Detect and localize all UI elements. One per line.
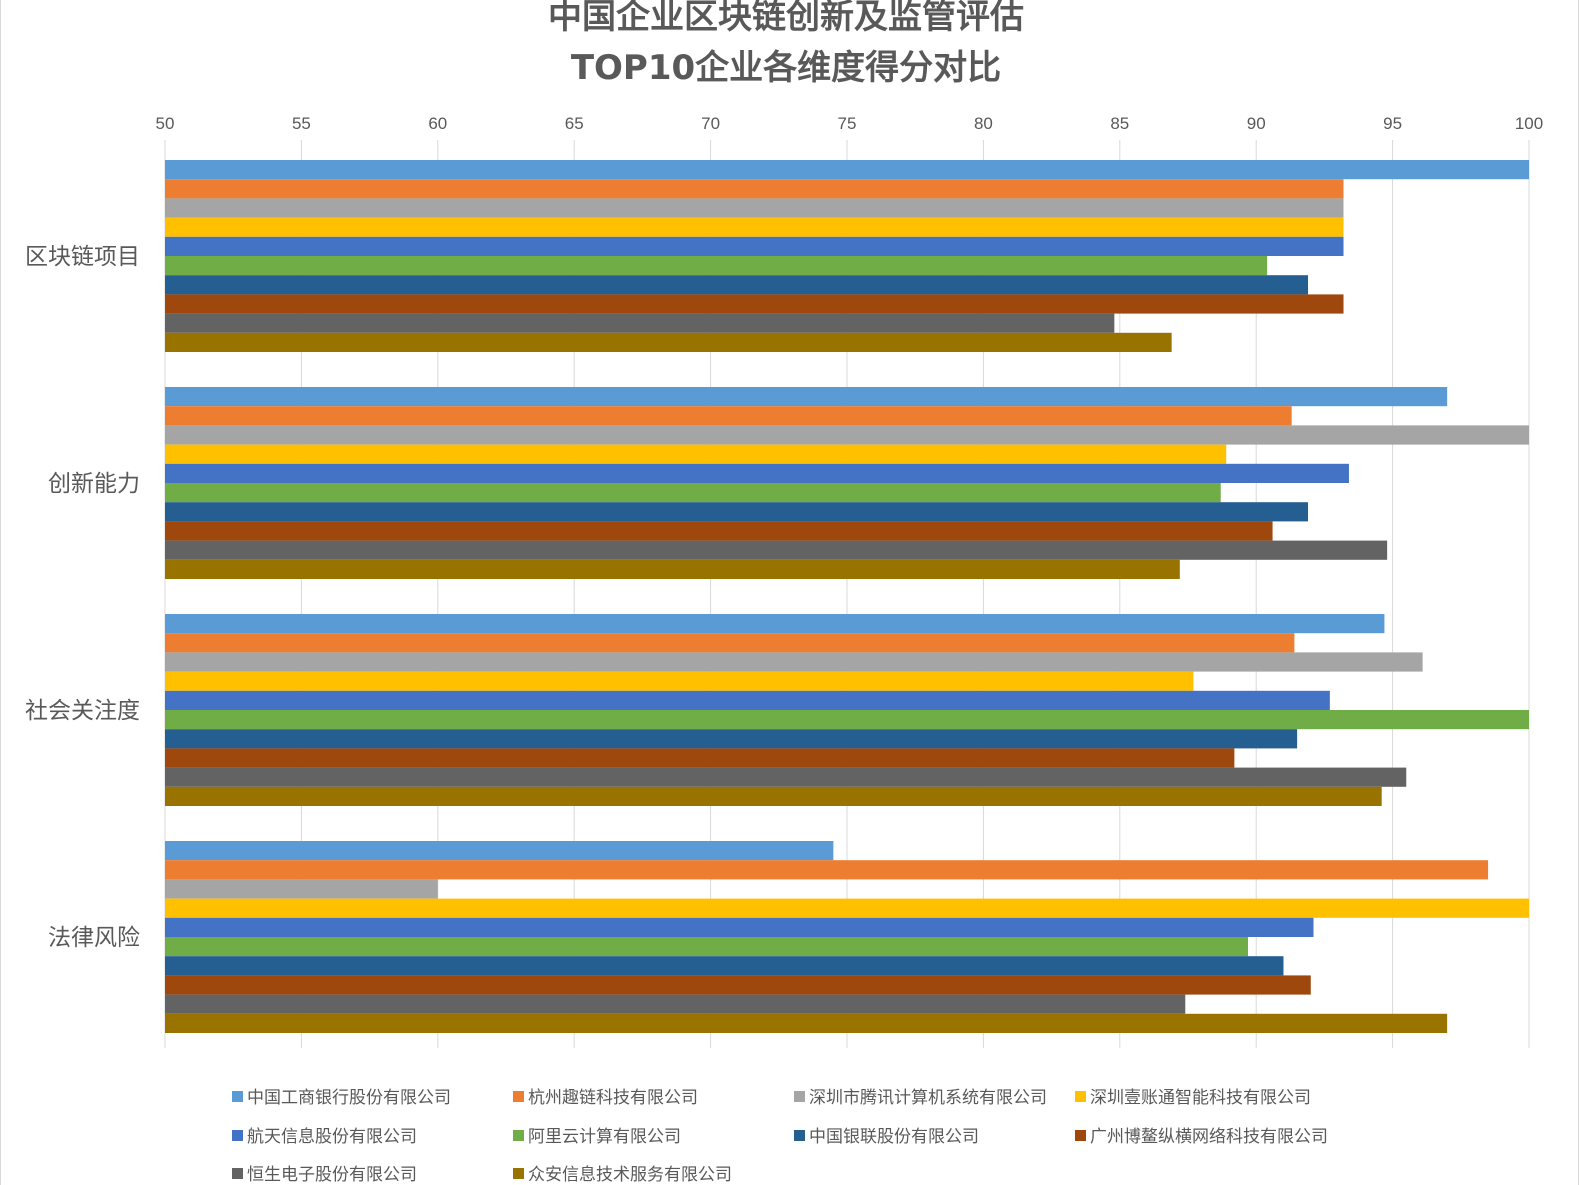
bar xyxy=(165,198,1344,218)
bar xyxy=(165,387,1448,407)
bar xyxy=(165,313,1115,333)
bar xyxy=(165,767,1407,787)
legend-label: 中国银联股份有限公司 xyxy=(809,1127,979,1147)
bar xyxy=(165,275,1309,295)
x-tick-label: 80 xyxy=(974,114,993,133)
chart-title-line-2: TOP10企业各维度得分对比 xyxy=(571,48,1001,88)
bar xyxy=(165,898,1529,918)
bar xyxy=(165,786,1382,806)
bar xyxy=(165,425,1529,445)
x-axis-tick-labels: 50 55 60 65 70 75 80 85 90 95 100 xyxy=(156,114,1544,133)
bar xyxy=(165,729,1298,749)
bar xyxy=(165,841,834,861)
bar xyxy=(165,559,1180,579)
bar xyxy=(165,236,1344,256)
bar xyxy=(165,483,1221,503)
bar xyxy=(165,671,1194,691)
chart-title-line-1: 中国企业区块链创新及监管评估 xyxy=(548,0,1024,37)
bar xyxy=(165,502,1309,522)
legend-swatch xyxy=(513,1091,524,1102)
bar xyxy=(165,690,1330,710)
bar xyxy=(165,256,1268,276)
category-label: 社会关注度 xyxy=(25,698,140,724)
bar xyxy=(165,975,1311,995)
legend-label: 众安信息技术服务有限公司 xyxy=(528,1165,732,1185)
bar xyxy=(165,444,1227,464)
bar xyxy=(165,994,1186,1014)
bar xyxy=(165,710,1529,730)
bar xyxy=(165,540,1388,560)
bar xyxy=(165,1013,1448,1033)
category-label: 法律风险 xyxy=(48,925,140,951)
bar xyxy=(165,179,1344,199)
bar xyxy=(165,406,1292,426)
bar xyxy=(165,879,438,899)
legend-label: 深圳市腾讯计算机系统有限公司 xyxy=(809,1088,1047,1108)
legend-swatch xyxy=(232,1130,243,1141)
bar xyxy=(165,917,1314,937)
bar xyxy=(165,860,1489,880)
bar xyxy=(165,614,1385,634)
legend-swatch xyxy=(1075,1130,1086,1141)
bar xyxy=(165,652,1423,672)
legend-swatch xyxy=(1075,1091,1086,1102)
bars xyxy=(165,160,1529,1033)
x-tick-label: 75 xyxy=(838,114,857,133)
legend-label: 广州博鳌纵横网络科技有限公司 xyxy=(1090,1127,1328,1147)
category-label: 创新能力 xyxy=(48,471,140,497)
chart-title: 中国企业区块链创新及监管评估 TOP10企业各维度得分对比 xyxy=(548,0,1024,88)
bar xyxy=(165,956,1284,976)
legend-label: 中国工商银行股份有限公司 xyxy=(247,1088,451,1108)
bar xyxy=(165,521,1273,541)
legend-swatch xyxy=(232,1168,243,1179)
x-tick-label: 60 xyxy=(428,114,447,133)
bar xyxy=(165,633,1295,653)
legend-label: 深圳壹账通智能科技有限公司 xyxy=(1090,1088,1311,1108)
legend-label: 阿里云计算有限公司 xyxy=(528,1127,681,1147)
legend-swatch xyxy=(513,1168,524,1179)
legend-swatch xyxy=(513,1130,524,1141)
bar xyxy=(165,160,1529,180)
legend: 中国工商银行股份有限公司 杭州趣链科技有限公司 深圳市腾讯计算机系统有限公司 深圳壹账… xyxy=(232,1088,1328,1185)
bar xyxy=(165,748,1235,768)
x-tick-label: 100 xyxy=(1515,114,1543,133)
bar xyxy=(165,463,1349,483)
legend-swatch xyxy=(794,1091,805,1102)
x-tick-label: 90 xyxy=(1247,114,1266,133)
legend-label: 航天信息股份有限公司 xyxy=(247,1127,417,1147)
x-tick-label: 50 xyxy=(156,114,175,133)
legend-swatch xyxy=(232,1091,243,1102)
x-tick-label: 85 xyxy=(1110,114,1129,133)
x-tick-label: 95 xyxy=(1383,114,1402,133)
bar xyxy=(165,937,1249,957)
bar xyxy=(165,332,1172,352)
legend-label: 恒生电子股份有限公司 xyxy=(247,1165,417,1185)
category-label: 区块链项目 xyxy=(25,244,140,270)
x-tick-label: 55 xyxy=(292,114,311,133)
bar xyxy=(165,294,1344,314)
bar xyxy=(165,217,1344,237)
x-tick-label: 70 xyxy=(701,114,720,133)
legend-swatch xyxy=(794,1130,805,1141)
legend-label: 杭州趣链科技有限公司 xyxy=(528,1088,698,1108)
x-tick-label: 65 xyxy=(565,114,584,133)
